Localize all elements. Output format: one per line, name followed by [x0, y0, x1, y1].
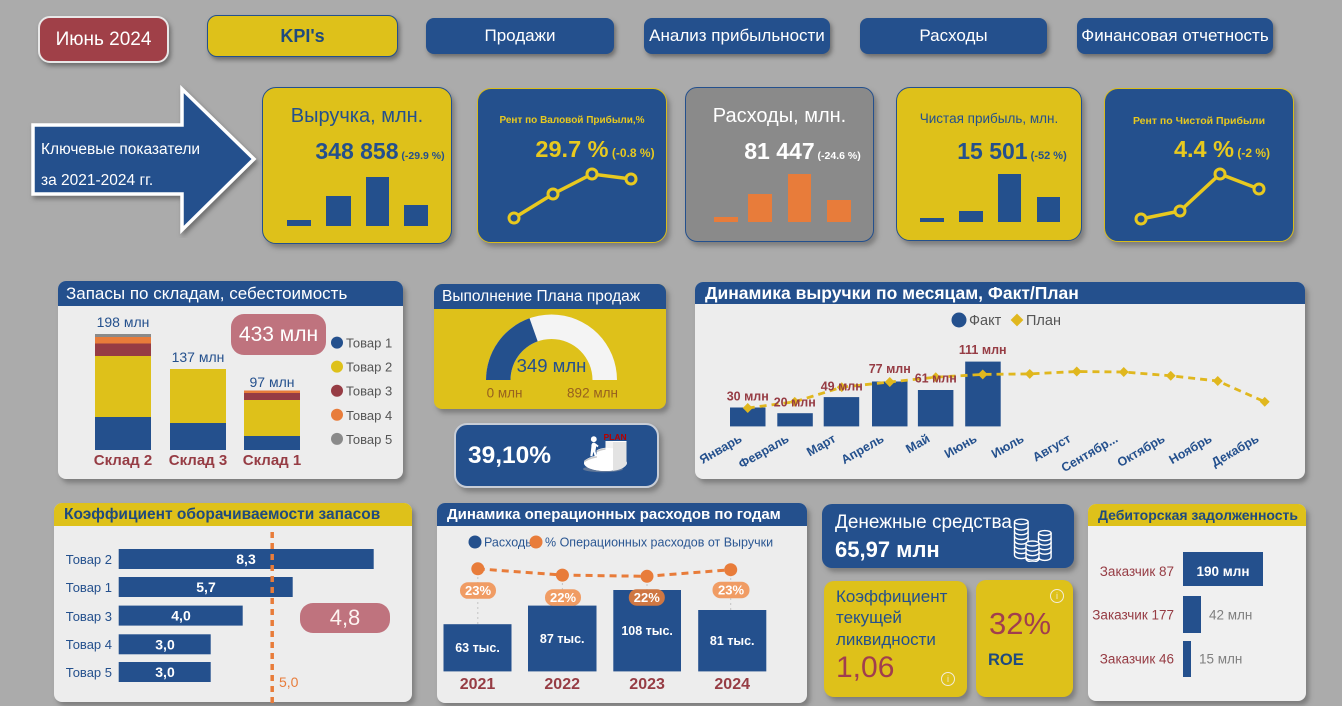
svg-text:81 тыс.: 81 тыс.: [710, 634, 755, 648]
svg-text:Заказчик 87: Заказчик 87: [1100, 564, 1174, 579]
svg-text:PLAN: PLAN: [604, 432, 627, 442]
svg-text:22%: 22%: [550, 590, 576, 605]
svg-text:2023: 2023: [629, 676, 665, 693]
svg-text:% Операционных расходов от Вы: % Операционных расходов от Выручки: [545, 536, 773, 550]
svg-text:Товар 2: Товар 2: [66, 552, 112, 567]
svg-text:Февраль: Февраль: [736, 431, 791, 471]
svg-text:Факт: Факт: [969, 313, 1002, 329]
svg-text:Март: Март: [804, 431, 838, 459]
svg-text:Июль: Июль: [989, 431, 1027, 461]
svg-text:23%: 23%: [718, 582, 744, 597]
svg-text:Июнь: Июнь: [942, 431, 979, 461]
svg-text:Товар 3: Товар 3: [346, 384, 392, 399]
svg-text:4,0: 4,0: [171, 608, 191, 624]
svg-text:Товар 3: Товар 3: [66, 609, 112, 624]
svg-text:349 млн: 349 млн: [517, 355, 587, 376]
svg-text:5,0: 5,0: [279, 674, 299, 690]
svg-text:111 млн: 111 млн: [959, 343, 1007, 357]
svg-text:137 млн: 137 млн: [172, 349, 225, 365]
svg-text:5,7: 5,7: [196, 579, 216, 595]
svg-text:30 млн: 30 млн: [727, 390, 769, 404]
svg-text:Октябрь: Октябрь: [1115, 431, 1168, 469]
svg-text:Товар 1: Товар 1: [346, 336, 392, 351]
svg-text:49 млн: 49 млн: [821, 380, 863, 394]
svg-text:97 млн: 97 млн: [250, 374, 295, 390]
svg-text:2022: 2022: [544, 676, 580, 693]
svg-text:190 млн: 190 млн: [1197, 564, 1250, 579]
svg-text:3,0: 3,0: [155, 664, 175, 680]
svg-text:22%: 22%: [634, 590, 660, 605]
svg-text:15 млн: 15 млн: [1199, 652, 1242, 667]
svg-text:892 млн: 892 млн: [567, 386, 618, 401]
svg-text:23%: 23%: [465, 583, 491, 598]
svg-text:87 тыс.: 87 тыс.: [540, 632, 585, 646]
svg-text:42 млн: 42 млн: [1209, 608, 1252, 623]
svg-text:Склад 1: Склад 1: [243, 452, 301, 469]
svg-text:63 тыс.: 63 тыс.: [455, 641, 500, 655]
svg-text:Расходы: Расходы: [484, 536, 534, 550]
svg-text:198 млн: 198 млн: [97, 314, 150, 330]
svg-text:20 млн: 20 млн: [774, 396, 816, 410]
svg-text:Товар 5: Товар 5: [66, 665, 112, 680]
svg-text:8,3: 8,3: [236, 551, 256, 567]
svg-text:0 млн: 0 млн: [487, 386, 523, 401]
svg-text:Товар 5: Товар 5: [346, 432, 392, 447]
svg-text:Май: Май: [903, 431, 932, 456]
svg-text:Товар 1: Товар 1: [66, 580, 112, 595]
svg-text:108 тыс.: 108 тыс.: [621, 624, 673, 638]
svg-text:Ноябрь: Ноябрь: [1167, 431, 1215, 467]
svg-text:План: План: [1026, 313, 1061, 329]
svg-text:Товар 2: Товар 2: [346, 360, 392, 375]
svg-text:Заказчик 177: Заказчик 177: [1092, 608, 1174, 623]
svg-text:Склад 2: Склад 2: [94, 452, 152, 469]
svg-text:3,0: 3,0: [155, 636, 175, 652]
svg-text:Товар 4: Товар 4: [346, 408, 392, 423]
svg-text:2024: 2024: [714, 676, 750, 693]
svg-text:Склад 3: Склад 3: [169, 452, 227, 469]
svg-text:61 млн: 61 млн: [915, 372, 957, 386]
svg-text:Апрель: Апрель: [839, 431, 887, 467]
svg-text:Товар 4: Товар 4: [66, 637, 112, 652]
svg-text:Декабрь: Декабрь: [1209, 431, 1262, 469]
svg-text:Заказчик 46: Заказчик 46: [1100, 652, 1174, 667]
svg-text:77 млн: 77 млн: [869, 362, 911, 376]
svg-text:2021: 2021: [460, 676, 496, 693]
